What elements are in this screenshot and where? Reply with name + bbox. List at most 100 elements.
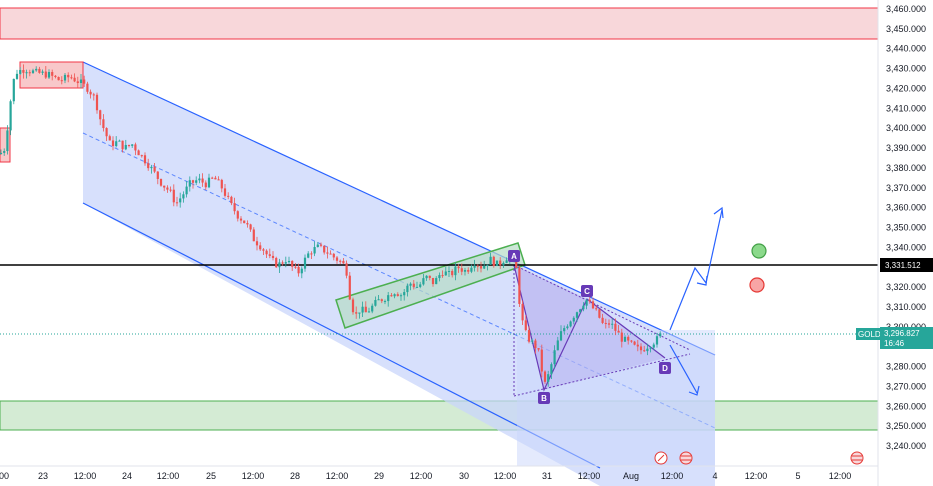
candle-body xyxy=(380,299,383,302)
symbol-badge[interactable]: GOLD xyxy=(856,328,881,340)
y-tick-label: 3,410.000 xyxy=(886,103,926,113)
candle-body xyxy=(396,294,399,297)
candle-body xyxy=(524,320,527,331)
candle-body xyxy=(252,229,255,242)
candle-body xyxy=(108,136,111,141)
candle-body xyxy=(156,171,159,179)
candle-body xyxy=(329,253,332,255)
candle-body xyxy=(131,144,134,146)
abcd-dotted-ac xyxy=(513,264,691,351)
abcd-triangle-bcd[interactable] xyxy=(544,299,665,390)
key-level-label[interactable]: 3,331.512 xyxy=(880,258,933,272)
candle-body xyxy=(579,309,582,313)
candle-body xyxy=(0,152,3,155)
candle-body xyxy=(563,328,566,332)
candle-body xyxy=(639,346,643,351)
candle-body xyxy=(611,323,614,325)
candle-body xyxy=(243,220,246,224)
candle-body xyxy=(143,155,147,164)
marker-b[interactable]: B xyxy=(538,392,550,404)
candle-body xyxy=(476,265,479,267)
candle-body xyxy=(188,180,191,187)
channel-upper-line[interactable] xyxy=(82,61,716,356)
candle-body xyxy=(316,244,319,248)
countdown-value: 16:46 xyxy=(884,339,905,348)
candle-body xyxy=(614,323,617,331)
candles-group xyxy=(0,64,662,387)
candle-body xyxy=(115,141,118,147)
x-tick-label: 12:00 xyxy=(829,471,852,481)
price-axis[interactable] xyxy=(878,0,933,486)
candle-body xyxy=(140,155,143,157)
channel-lower-line[interactable] xyxy=(82,202,601,469)
x-tick-label: Aug xyxy=(623,471,639,481)
marker-d[interactable]: D xyxy=(659,362,671,374)
candle-body xyxy=(431,277,435,285)
x-tick-label: 12:00 xyxy=(74,471,97,481)
x-tick-label: 4 xyxy=(712,471,717,481)
candle-body xyxy=(3,151,6,153)
x-tick-label: 29 xyxy=(374,471,384,481)
candle-body xyxy=(332,253,335,258)
last-price-value: 3,296.827 xyxy=(884,329,920,338)
candle-body xyxy=(300,268,303,274)
candle-body xyxy=(175,202,179,204)
bullish-circle-icon[interactable] xyxy=(751,243,767,259)
y-tick-label: 3,440.000 xyxy=(886,44,926,54)
bearish-circle-icon[interactable] xyxy=(749,277,765,293)
candle-body xyxy=(505,260,508,263)
candle-body xyxy=(83,79,86,84)
candle-body xyxy=(284,262,287,264)
candle-body xyxy=(393,294,396,297)
candle-body xyxy=(9,101,12,131)
x-tick-labels: 00 23 12:00 24 12:00 25 12:00 28 12:00 29 12:00 30 1… xyxy=(0,471,851,481)
candle-body xyxy=(31,70,35,73)
resistance-zone[interactable] xyxy=(0,7,879,40)
candle-body xyxy=(358,312,361,314)
us-flag-icon[interactable] xyxy=(679,451,693,465)
candle-body xyxy=(339,260,342,262)
candle-body xyxy=(467,269,470,272)
candle-body xyxy=(191,180,195,183)
candle-body xyxy=(166,187,169,190)
candle-body xyxy=(278,262,281,268)
candle-body xyxy=(387,295,390,302)
support-zone[interactable] xyxy=(0,400,879,431)
candle-body xyxy=(265,250,268,255)
candle-body xyxy=(643,350,646,352)
candle-body xyxy=(51,71,54,76)
marker-c[interactable]: C xyxy=(581,285,593,297)
us-flag-icon-right[interactable] xyxy=(850,451,864,465)
marker-a[interactable]: A xyxy=(508,250,520,262)
abcd-triangle-abc[interactable] xyxy=(514,265,587,390)
candle-body xyxy=(169,189,172,191)
candle-body xyxy=(531,340,534,342)
marker-d-label: D xyxy=(662,364,668,373)
candle-body xyxy=(543,371,547,382)
candle-body xyxy=(12,78,15,102)
x-tick-label: 12:00 xyxy=(578,471,601,481)
candle-body xyxy=(303,257,307,269)
candle-body xyxy=(556,340,559,351)
y-tick-label: 3,250.000 xyxy=(886,421,926,431)
bullish-projection-arrow[interactable] xyxy=(669,206,724,331)
candle-body xyxy=(163,185,166,188)
event-icon-arrow[interactable] xyxy=(654,451,668,465)
y-tick-label: 3,340.000 xyxy=(886,242,926,252)
candle-body xyxy=(118,140,121,142)
bearish-projection-arrow[interactable] xyxy=(669,344,700,396)
candle-body xyxy=(425,275,428,279)
candle-body xyxy=(377,299,380,301)
candle-body xyxy=(89,91,92,95)
candle-body xyxy=(255,241,259,246)
y-tick-label: 3,310.000 xyxy=(886,302,926,312)
candle-body xyxy=(185,186,188,195)
candle-body xyxy=(217,179,220,181)
candle-body xyxy=(262,249,265,251)
y-tick-label: 3,350.000 xyxy=(886,223,926,233)
candle-body xyxy=(99,110,102,120)
y-tick-label: 3,370.000 xyxy=(886,183,926,193)
last-price-badge[interactable]: 3,296.827 16:46 xyxy=(880,327,933,349)
left-red-box[interactable] xyxy=(0,127,11,163)
